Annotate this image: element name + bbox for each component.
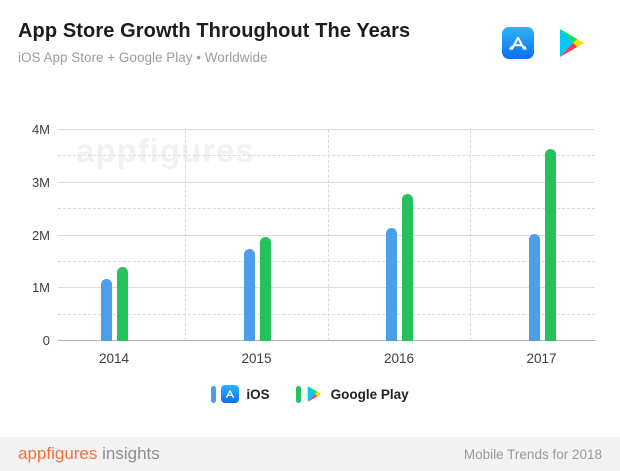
x-axis-baseline bbox=[58, 340, 595, 341]
legend-label-ios: iOS bbox=[246, 386, 270, 402]
gridline-dashed-0.5m bbox=[58, 313, 595, 315]
bar-google-play-2016 bbox=[402, 194, 413, 341]
gridline-1m bbox=[58, 287, 595, 289]
y-tick-2m: 2M bbox=[31, 227, 50, 243]
y-tick-0: 0 bbox=[42, 333, 50, 348]
ios-swatch bbox=[211, 385, 217, 403]
bar-google-play-2017 bbox=[544, 149, 556, 341]
x-label-2015: 2015 bbox=[241, 351, 272, 366]
group-separator-0 bbox=[185, 130, 187, 341]
chart-legend: iOS Google Play bbox=[0, 385, 620, 403]
y-tick-1m: 1M bbox=[31, 280, 50, 295]
google-play-swatch bbox=[295, 385, 301, 403]
footer-report-name: Mobile Trends for 2018 bbox=[463, 446, 602, 462]
brand-logo: appfigures insights bbox=[18, 444, 160, 464]
plot-area: appfigures bbox=[58, 129, 595, 341]
gridline-4m bbox=[58, 129, 595, 130]
google-play-icon bbox=[560, 29, 584, 57]
bar-ios-2016 bbox=[386, 227, 397, 341]
bar-google-play-2014 bbox=[117, 267, 128, 341]
x-label-2017: 2017 bbox=[526, 351, 557, 366]
brand-name: appfigures bbox=[18, 444, 98, 463]
bar-google-play-2015 bbox=[259, 237, 271, 341]
y-tick-3m: 3M bbox=[31, 175, 50, 190]
bar-ios-2014 bbox=[101, 278, 112, 341]
brand-suffix: insights bbox=[102, 444, 160, 463]
gridline-dashed-1.5m bbox=[58, 260, 595, 262]
gridline-dashed-2.5m bbox=[58, 208, 595, 210]
legend-item-ios: iOS bbox=[211, 385, 270, 403]
bar-ios-2015 bbox=[243, 248, 255, 341]
page-title: App Store Growth Throughout The Years bbox=[18, 20, 411, 42]
x-label-2016: 2016 bbox=[383, 351, 415, 366]
bar-ios-2017 bbox=[528, 234, 540, 341]
watermark: appfigures bbox=[76, 132, 255, 169]
legend-label-google-play: Google Play bbox=[330, 386, 409, 402]
group-separator-1 bbox=[327, 130, 329, 341]
footer-bar: appfigures insights Mobile Trends for 20… bbox=[0, 437, 620, 471]
app-store-icon bbox=[502, 27, 534, 59]
page-subtitle: iOS App Store + Google Play • Worldwide bbox=[18, 50, 268, 65]
google-play-icon bbox=[307, 386, 321, 402]
gridline-3m bbox=[58, 181, 595, 183]
legend-item-google-play: Google Play bbox=[295, 385, 409, 403]
y-tick-4m: 4M bbox=[31, 122, 50, 137]
app-store-icon bbox=[221, 385, 240, 403]
group-separator-2 bbox=[470, 130, 472, 341]
gridline-dashed-3.5m bbox=[58, 155, 595, 157]
gridline-2m bbox=[58, 234, 595, 236]
x-label-2014: 2014 bbox=[98, 351, 130, 366]
